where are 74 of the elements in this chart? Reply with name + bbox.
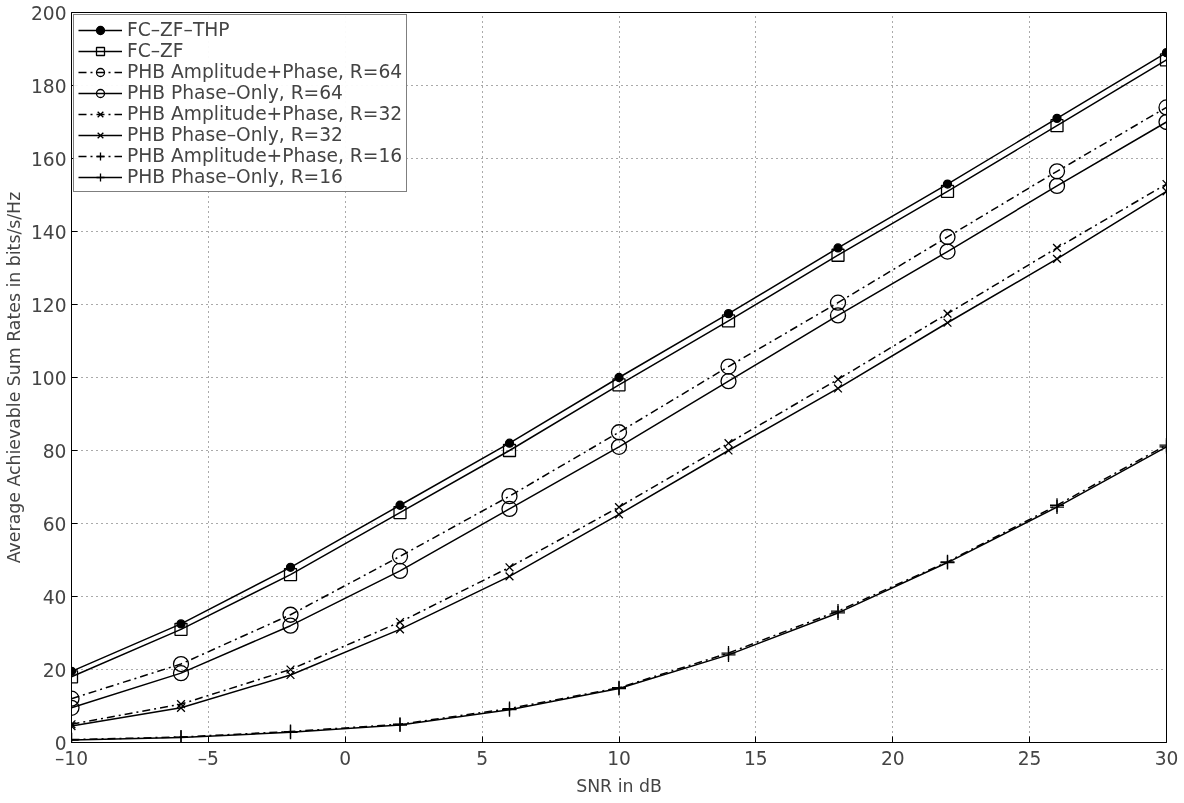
point [172,665,190,682]
point [395,624,405,634]
legend-label: FC–ZF–THP [127,19,230,40]
point [939,228,956,246]
x-tick-label: 25 [1017,747,1042,769]
point [939,243,956,260]
point [504,562,515,572]
point [391,562,409,580]
x-tick-label: 5 [476,747,489,769]
y-tick-label: 0 [54,732,67,754]
point [721,314,736,328]
point [282,606,299,623]
point [829,294,847,311]
point [1052,243,1062,253]
y-tick-label: 60 [42,513,67,535]
point [502,443,517,458]
point [942,318,953,328]
point [612,378,626,392]
point [723,445,734,456]
point [1052,254,1062,264]
x-tick-label: 20 [880,747,905,769]
x-tick-label: 15 [744,747,768,769]
point [940,184,955,198]
point [283,567,298,582]
y-tick-label: 160 [30,148,67,170]
point [395,617,405,627]
x-axis-title: SNR in dB [576,775,662,796]
point [282,617,299,634]
point [1050,119,1064,133]
y-tick-label: 200 [30,2,67,24]
x-tick-label: 10 [607,747,631,769]
x-tick-label: 0 [339,747,352,769]
point [285,670,296,680]
y-tick-label: 120 [30,294,67,316]
point [831,248,845,262]
legend-label: PHB Amplitude+Phase, R=64 [127,61,403,82]
legend-label: PHB Amplitude+Phase, R=32 [127,103,403,124]
point [614,502,624,512]
point [176,699,186,709]
legend-label: FC–ZF [127,40,184,61]
y-axis-title: Average Achievable Sum Rates in bits/s/Hz [3,191,24,564]
legend-label: PHB Phase–Only, R=32 [127,124,343,145]
legend-label: PHB Amplitude+Phase, R=16 [127,145,403,166]
point [610,438,628,455]
y-tick-label: 40 [42,586,67,608]
x-tick-label: 30 [1154,747,1179,769]
y-tick-label: 180 [30,75,67,97]
point [391,548,409,565]
point [610,424,628,441]
point [942,309,953,319]
point [614,509,624,519]
point [285,664,296,675]
point [833,383,843,393]
legend-label: PHB Phase–Only, R=16 [127,166,343,187]
point [1048,163,1066,180]
point [501,500,518,518]
legend-label: PHB Phase–Only, R=64 [127,82,343,103]
point [1048,177,1066,195]
point [393,505,407,520]
y-tick-label: 140 [30,221,67,243]
y-tick-label: 80 [42,440,67,462]
point [172,655,190,673]
point [720,373,737,390]
point [720,358,737,375]
point [501,487,518,505]
point [174,622,188,636]
point [504,571,515,581]
point [833,374,843,384]
point [176,703,186,713]
point [829,307,847,324]
y-tick-label: 100 [30,367,67,389]
x-tick-label: –5 [197,747,219,769]
point [723,438,734,448]
y-tick-label: 20 [42,659,67,681]
